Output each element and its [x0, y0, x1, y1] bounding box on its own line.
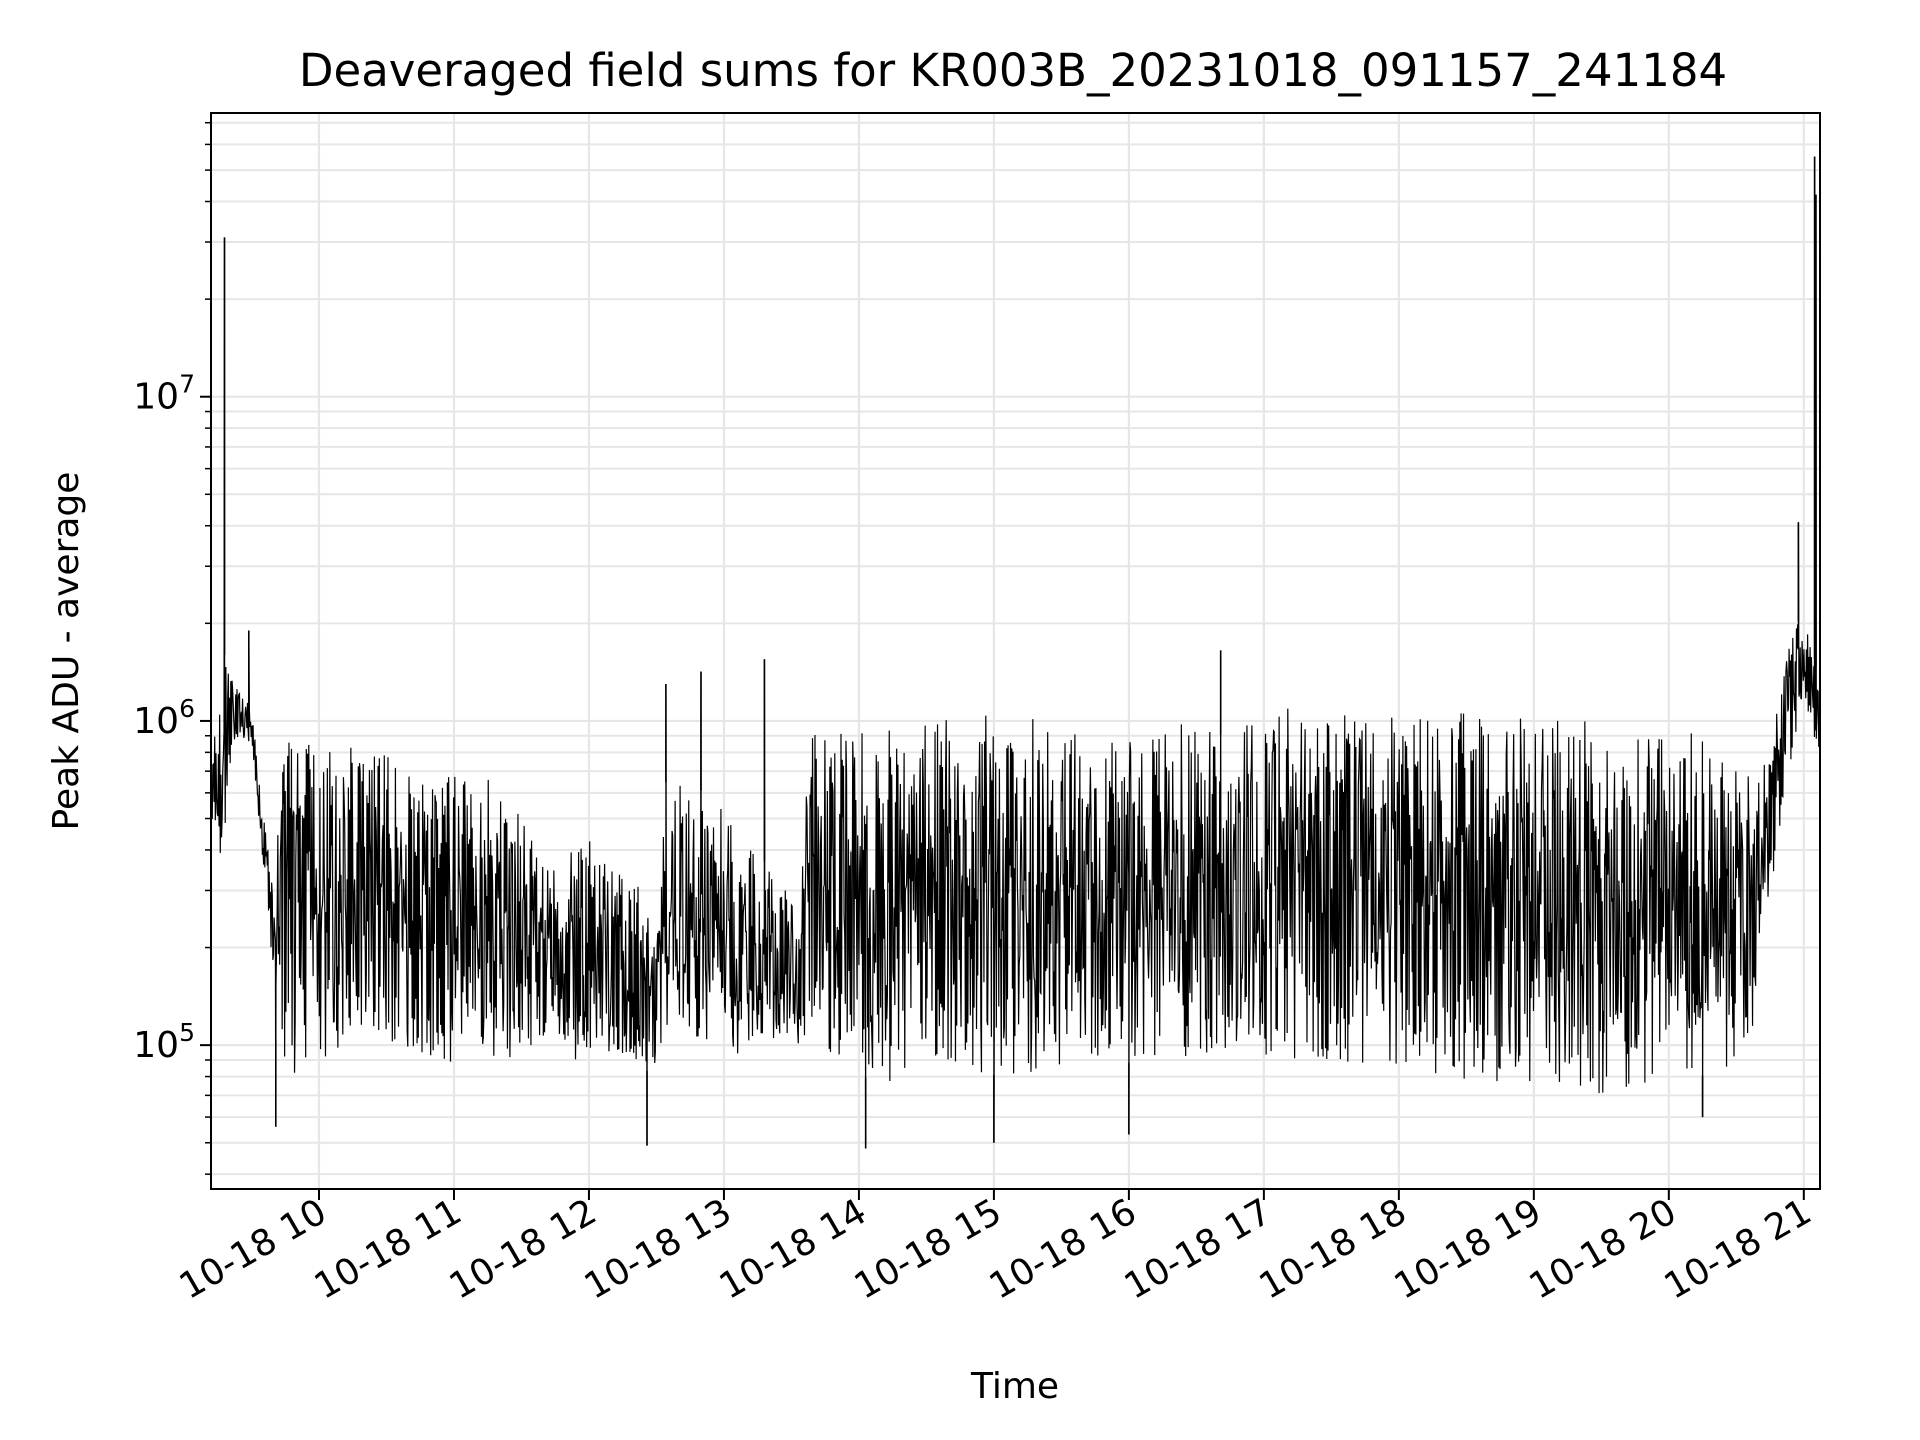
series-path — [210, 156, 1821, 1149]
major-gridlines — [211, 113, 1820, 1189]
y-axis: 105 106 107 — [133, 370, 211, 1066]
y-tick-label: 107 — [133, 370, 195, 418]
plot-frame — [210, 112, 1821, 1190]
y-tick-label: 105 — [133, 1018, 195, 1066]
y-axis-label: Peak ADU - average — [46, 472, 87, 831]
x-axis-label: Time — [970, 1366, 1059, 1407]
series-line — [210, 156, 1821, 1149]
y-tick-label: 106 — [133, 694, 195, 742]
chart-title: Deaveraged field sums for KR003B_2023101… — [299, 44, 1727, 97]
